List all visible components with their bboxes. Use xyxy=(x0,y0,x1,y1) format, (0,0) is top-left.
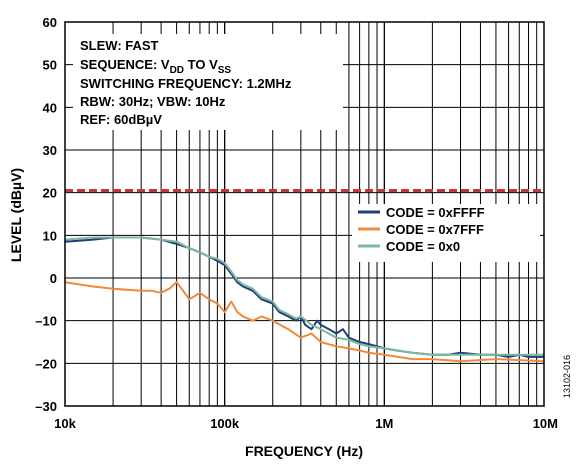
legend-entry-label: CODE = 0xFFFF xyxy=(386,205,485,220)
plot-frame xyxy=(64,21,545,407)
series-line-2 xyxy=(64,236,544,356)
y-tick-label: 60 xyxy=(43,15,57,30)
y-tick-label: 30 xyxy=(43,143,57,158)
annotation-box xyxy=(73,34,343,130)
x-tick-labels: 10k 100k 1M 10M xyxy=(54,416,558,431)
annotation-ref: REF: 60dBµV xyxy=(80,112,162,127)
y-tick-label: 0 xyxy=(50,271,57,286)
legend-entry-label: CODE = 0x7FFF xyxy=(386,222,484,237)
y-axis-label: LEVEL (dBµV) xyxy=(8,168,24,262)
x-tick-label: 1M xyxy=(375,416,393,431)
series-lines xyxy=(64,236,545,363)
legend: CODE = 0xFFFF CODE = 0x7FFF CODE = 0x0 xyxy=(358,205,485,254)
y-tick-labels: –30 –20 –10 0 10 20 30 40 50 60 xyxy=(35,15,57,414)
y-tick-label: 10 xyxy=(43,228,57,243)
y-tick-label: –10 xyxy=(35,314,57,329)
annotation-sequence: SEQUENCE: VDD TO VSS xyxy=(80,57,231,76)
y-tick-label: 50 xyxy=(43,58,57,73)
y-tick-label: 40 xyxy=(43,100,57,115)
annotation: SLEW: FAST SEQUENCE: VDD TO VSS SWITCHIN… xyxy=(80,38,292,127)
series-line-1 xyxy=(64,281,545,363)
annotation-switching-frequency: SWITCHING FREQUENCY: 1.2MHz xyxy=(80,76,292,91)
legend-box xyxy=(352,204,540,262)
x-tick-label: 10M xyxy=(533,416,558,431)
y-tick-label: –20 xyxy=(35,356,57,371)
annotation-rbw: RBW: 30Hz; VBW: 10Hz xyxy=(80,94,226,109)
x-axis-label: FREQUENCY (Hz) xyxy=(245,443,363,459)
annotation-slew: SLEW: FAST xyxy=(80,38,159,53)
x-tick-label: 100k xyxy=(210,416,240,431)
figure-id: 13102-016 xyxy=(562,355,572,398)
legend-entry-label: CODE = 0x0 xyxy=(386,239,460,254)
y-tick-label: 20 xyxy=(43,186,57,201)
x-tick-label: 10k xyxy=(54,416,76,431)
y-tick-label: –30 xyxy=(35,399,57,414)
